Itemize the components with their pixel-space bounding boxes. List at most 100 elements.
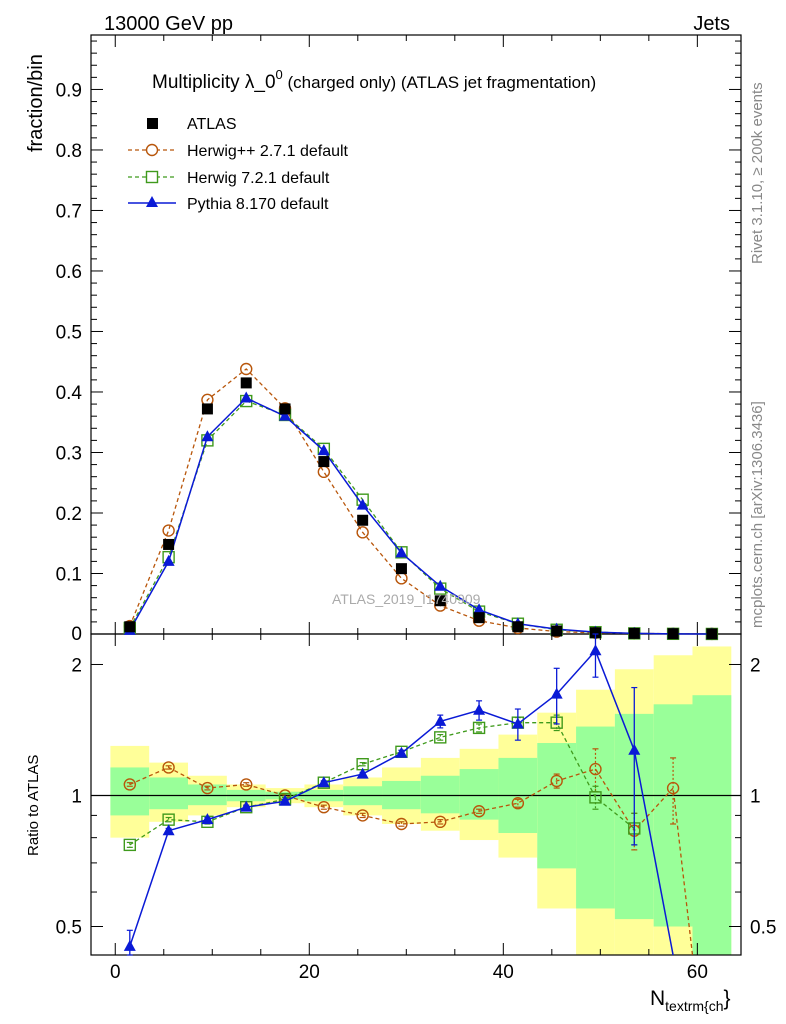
main-y-tick-label: 0.1	[56, 564, 82, 585]
main-point-data	[240, 377, 252, 389]
main-y-tick-label: 0.8	[56, 141, 82, 162]
band-inner-bin	[149, 777, 189, 810]
ratio-point-pythia	[201, 813, 214, 825]
main-line-herwigpp	[129, 368, 712, 635]
main-point-pythia	[201, 430, 214, 442]
legend-marker-herwigpp	[145, 143, 159, 157]
main-panel-series	[123, 362, 719, 641]
main-y-axis-title: fraction/bin	[25, 54, 47, 152]
ratio-point-herwigpp	[356, 809, 369, 822]
legend-label-herwig7: Herwig 7.2.1 default	[187, 170, 330, 187]
main-point-pythia	[317, 444, 330, 456]
main-point-herwigpp	[395, 572, 408, 585]
legend-label-atlas: ATLAS	[187, 116, 237, 133]
ratio-line-herwig7	[129, 722, 635, 846]
main-point-data	[589, 627, 601, 639]
main-y-tick-label: 0.5	[56, 322, 82, 343]
main-point-data	[434, 595, 446, 607]
main-point-data	[512, 621, 524, 633]
legend-entry-pythia: Pythia 8.170 default	[128, 196, 329, 213]
ratio-point-herwigpp	[395, 817, 408, 831]
main-y-tick-label: 0.2	[56, 504, 82, 525]
legend-marker-herwig7	[145, 170, 159, 184]
main-point-data	[473, 612, 485, 624]
ratio-frame	[90, 633, 742, 956]
band-inner-bin	[420, 775, 460, 814]
main-point-data	[628, 627, 640, 639]
ratio-y-tick-label-right: 0.5	[750, 917, 776, 938]
main-point-data	[551, 625, 563, 637]
legend-marker-pythia	[146, 196, 158, 207]
x-tick-label: 0	[110, 962, 121, 983]
ratio-point-pythia	[162, 824, 175, 836]
ratio-y-tick-label-left: 2	[71, 655, 82, 676]
main-point-herwigpp	[162, 524, 175, 537]
band-inner-bin	[188, 784, 227, 806]
ratio-point-herwig7	[589, 791, 602, 804]
main-point-herwigpp	[317, 465, 331, 479]
ratio-point-pythia	[279, 794, 292, 806]
x-tick-label: 60	[687, 962, 708, 983]
main-point-pythia	[434, 579, 447, 591]
ratio-y-tick-label-right: 1	[750, 786, 761, 807]
ratio-point-pythia	[317, 776, 330, 788]
ratio-point-herwigpp	[162, 761, 175, 774]
main-point-pythia	[395, 546, 408, 558]
x-tick-label: 40	[493, 962, 514, 983]
main-point-pythia	[279, 409, 292, 421]
plot-title: Multiplicity λ_00 (charged only) (ATLAS …	[152, 67, 596, 93]
main-y-tick-label: 0.3	[56, 443, 82, 464]
side-label-rivet: Rivet 3.1.10, ≥ 200k events	[749, 82, 766, 264]
legend-marker-atlas	[147, 118, 158, 129]
ratio-point-pythia	[511, 717, 524, 729]
ratio-point-pythia	[240, 800, 253, 812]
ratio-point-herwigpp	[317, 800, 331, 814]
legend-entry-herwig7: Herwig 7.2.1 default	[128, 170, 330, 187]
ratio-point-herwigpp	[240, 778, 253, 791]
ratio-y-tick-label-left: 0.5	[56, 917, 82, 938]
main-y-tick-label: 0.9	[56, 80, 82, 101]
analysis-watermark: ATLAS_2019_I1740909	[332, 591, 481, 607]
main-y-tick-label-zero: 0	[71, 624, 82, 645]
legend-entry-herwigpp: Herwig++ 2.7.1 default	[128, 143, 349, 160]
main-point-data	[706, 628, 718, 640]
main-point-pythia	[356, 498, 369, 510]
ratio-point-pythia	[473, 703, 486, 715]
main-point-data	[357, 514, 369, 526]
ratio-point-pythia	[628, 743, 641, 755]
header-right: Jets	[693, 13, 730, 35]
main-point-data	[318, 456, 330, 468]
main-point-pythia	[162, 554, 175, 566]
main-y-tick-label: 0.6	[56, 262, 82, 283]
side-label-mcplots: mcplots.cern.ch [arXiv:1306.3436]	[749, 401, 766, 628]
ratio-point-herwigpp	[123, 778, 137, 791]
ratio-point-herwigpp	[201, 781, 214, 795]
main-point-herwigpp	[356, 526, 369, 539]
ratio-line-herwigpp	[129, 766, 694, 956]
ratio-point-pythia	[395, 746, 408, 758]
ratio-point-herwig7	[472, 721, 486, 735]
legend: ATLAS Herwig++ 2.7.1 default Herwig 7.2.…	[128, 116, 349, 213]
main-y-tick-label: 0.4	[56, 383, 83, 404]
ratio-y-tick-label-left: 1	[71, 786, 82, 807]
ratio-point-pythia	[434, 714, 447, 726]
main-point-pythia	[473, 603, 486, 615]
ratio-y-tick-label-right: 2	[750, 655, 761, 676]
main-y-tick-label: 0.7	[56, 201, 82, 222]
main-line-pythia	[129, 397, 712, 635]
ratio-point-herwigpp	[666, 781, 680, 795]
ratio-point-pythia	[550, 687, 563, 699]
main-point-data	[279, 403, 291, 415]
ratio-point-herwigpp	[472, 805, 486, 818]
ratio-point-herwig7	[434, 731, 447, 744]
main-point-herwigpp	[240, 362, 253, 376]
main-point-data	[124, 621, 136, 633]
legend-label-herwigpp: Herwig++ 2.7.1 default	[187, 143, 349, 160]
main-point-data	[163, 538, 175, 550]
tick-labels: 0 20 40 60 0.1 0.2 0.3 0.4 0.5 0.6 0.7 0.8 0.9 0 0.5 0.…	[56, 80, 777, 983]
header-left: 13000 GeV pp	[104, 13, 233, 35]
ratio-point-herwigpp	[511, 797, 525, 810]
main-point-data	[667, 628, 679, 640]
ratio-point-herwigpp	[589, 762, 602, 776]
